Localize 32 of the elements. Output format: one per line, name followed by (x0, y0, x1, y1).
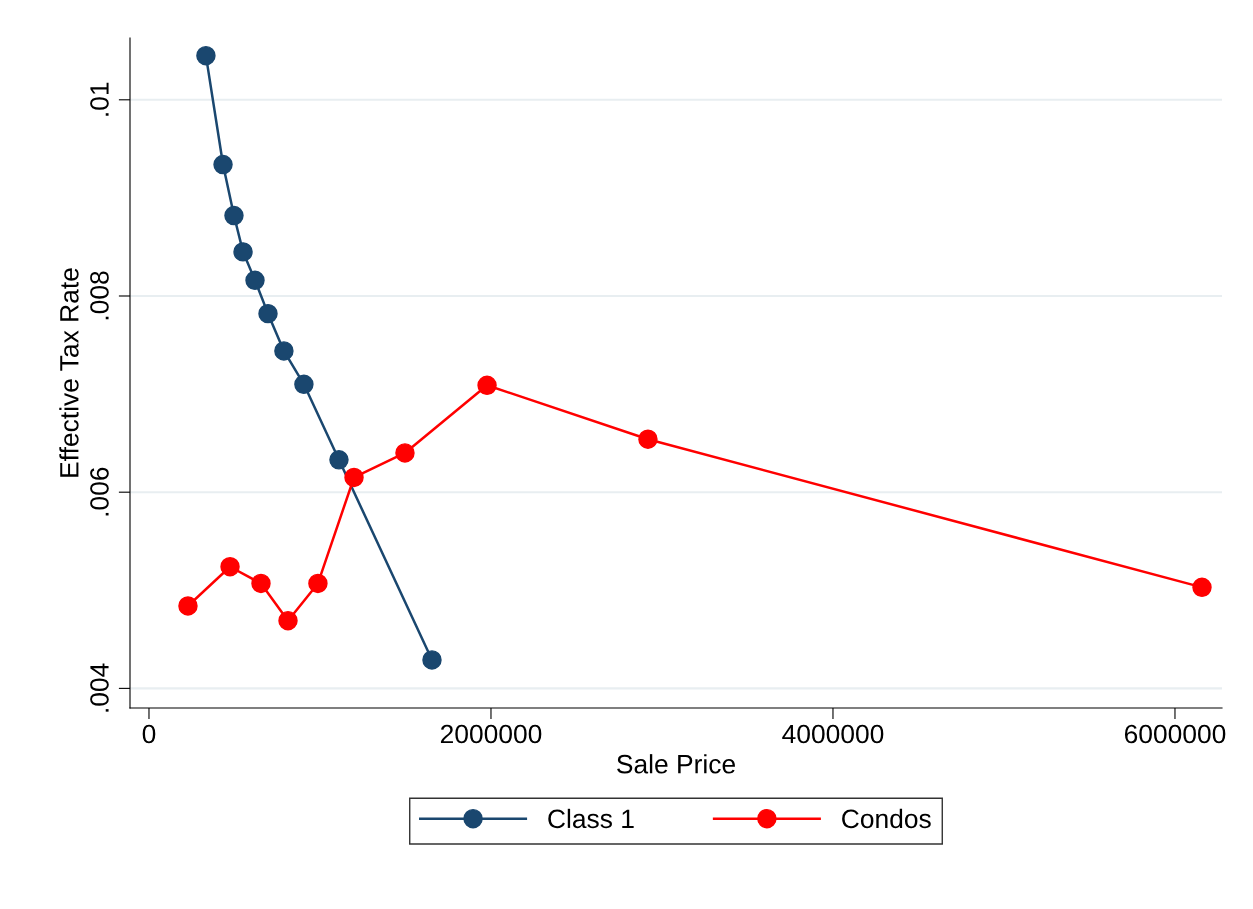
x-tick-label: 2000000 (440, 724, 542, 744)
point (224, 205, 244, 226)
point (477, 375, 497, 395)
point (274, 341, 294, 361)
y-tick-label: .008 (90, 271, 109, 320)
x-axis-title: Sale Price (617, 754, 735, 774)
point (258, 303, 278, 324)
point (329, 450, 349, 470)
legend-label: Condos (842, 808, 931, 829)
point (251, 573, 271, 594)
point (308, 573, 328, 594)
point (344, 467, 364, 488)
point (233, 242, 253, 262)
y-tick-label: .006 (90, 467, 109, 516)
legend-label: Class 1 (548, 808, 634, 829)
x-tick-label: 6000000 (1124, 724, 1226, 744)
point (245, 270, 265, 291)
y-tick-label: .004 (90, 663, 109, 712)
point (178, 596, 198, 616)
point (278, 610, 298, 631)
point (213, 154, 233, 175)
y-tick-label: .01 (90, 82, 109, 116)
point (422, 650, 442, 670)
y-axis-title: Effective Tax Rate (59, 268, 79, 477)
point (1192, 577, 1212, 598)
point (196, 45, 216, 66)
point (395, 443, 415, 463)
point (294, 374, 314, 395)
point (638, 429, 658, 449)
x-tick-label: 0 (142, 724, 156, 744)
x-tick-label: 4000000 (782, 724, 884, 744)
point (220, 557, 240, 577)
